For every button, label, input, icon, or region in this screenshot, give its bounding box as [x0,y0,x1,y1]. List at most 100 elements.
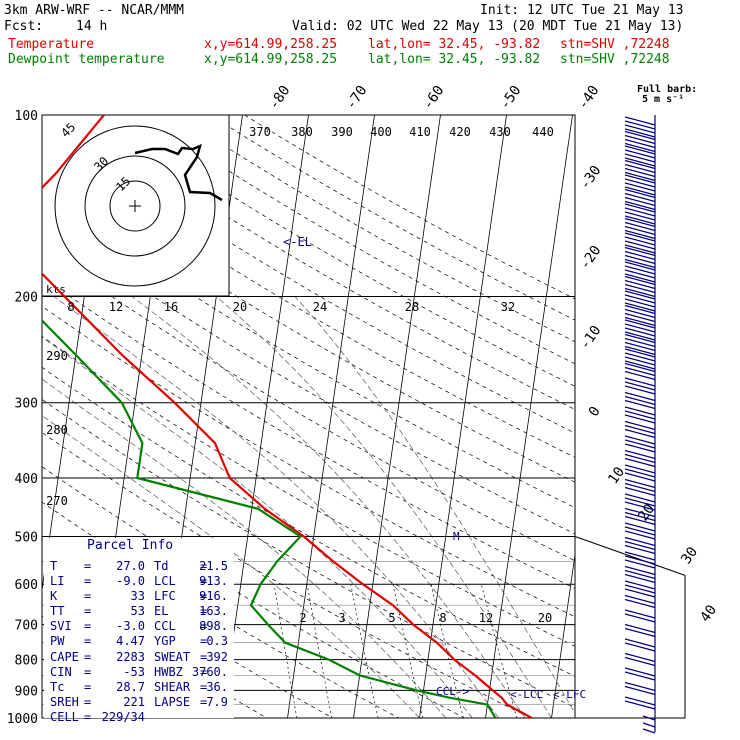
theta-label: 280 [46,423,68,437]
wind-barb [624,464,656,482]
wind-barb-feather [624,435,656,445]
isotherm-label: 0 [586,404,604,420]
mixing-ratio-label: 8 [439,611,446,625]
wind-barb-feather [624,211,656,221]
parcel-k1: LI [50,574,65,589]
wind-barb-feather [624,424,656,435]
parcel-v2: 163. [199,604,228,619]
wind-barb-feather [624,304,656,315]
wind-barb-feather [624,468,656,478]
parcel-v1: 221 [123,694,145,709]
forecast-hour: 14 h [76,19,108,34]
mixing-ratio-label: 20 [538,611,552,625]
parcel-k2: YGP [154,634,176,649]
wind-barb-feather [624,246,656,257]
wind-barb-feather [624,138,656,149]
parcel-row: LI -9.0 LCL 913. = = [50,574,234,589]
wind-barb [624,406,656,424]
wind-barb-feather [624,497,656,507]
barb-legend-value: 5 m s⁻¹ [642,94,685,105]
wind-barb [624,493,656,511]
wind-barb [624,362,656,381]
wind-barb-feather [624,232,656,242]
wind-barb-feather [624,207,656,217]
theta-label: 420 [449,125,471,139]
parcel-info-panel: Parcel Info T 27.0 Td 21.5 = = LI -9.0 LCL 913. = =… [44,538,234,724]
parcel-equals: = [84,694,92,709]
parcel-equals: = [200,604,208,619]
wind-barb-feather [624,348,656,358]
wind-barb-feather [624,627,656,638]
isotherm-label: 20 [635,501,658,524]
wind-barb-feather [624,569,656,580]
wind-barb-feather [624,515,656,526]
plot-frame-extension [574,536,686,719]
wind-barb-feather [624,420,656,431]
wind-barb-feather [624,536,656,547]
moist-adiabat-line [294,296,575,714]
wind-barb [624,681,656,696]
parcel-row: SVI -3.0 CCL 898. = = [50,619,234,634]
wind-barb-feather [624,449,656,460]
isotherm-label: -10 [577,323,605,353]
parcel-v1: 33 [130,589,145,604]
dry-adiabat-line [42,220,575,535]
parcel-k2: SWEAT [154,649,191,664]
pressure-label-600: 600 [15,578,38,593]
isotherm-label: -20 [577,243,605,273]
wind-barb [624,333,656,356]
wind-barb-feather [624,149,656,159]
parcel-equals: = [200,664,208,679]
m-marker: M [453,530,460,543]
wind-barb-feather [624,236,656,246]
wind-barb-feather [624,298,656,308]
theta-label: 390 [331,125,353,139]
isotherm-line [353,115,441,718]
wind-barb-feather [624,134,656,145]
hodograph-ring [84,155,186,257]
hodograph-x-tick: 28 [405,300,419,314]
wind-barb-feather [624,157,656,167]
wind-barb-feather [624,290,656,300]
parcel-v2: 898. [199,619,228,634]
wind-barb [624,174,656,196]
wind-barb-feather [624,188,656,199]
wind-barb-feather [624,391,656,402]
wind-barb-feather [624,377,656,387]
isotherm-line [419,115,507,718]
wind-barb-feather [624,522,656,532]
pressure-label-400: 400 [15,472,38,487]
dewpoint-xy: x,y=614.99,258.25 [204,52,338,67]
wind-barb-feather [624,656,656,667]
wind-barb-feather [624,337,656,348]
parcel-equals: = [84,649,92,664]
wind-barb-feather [624,308,656,319]
init-time: Init: 12 UTC Tue 21 May 13 [480,3,684,18]
parcel-row: SREH 221 LAPSE 7.9 = = [50,695,234,710]
wind-barb [624,652,656,667]
wind-barb-feather [624,511,656,522]
dry-adiabat-line [42,276,575,589]
wind-barb-feather [624,167,656,178]
dewpoint-profile [42,319,497,718]
wind-barb [624,304,656,327]
wind-barb [624,261,656,283]
temperature-station: stn=SHV ,72248 [560,37,670,52]
wind-barb [624,609,656,623]
isotherm-label: -30 [577,163,605,193]
pressure-label-700: 700 [15,619,38,634]
parcel-row: CIN -53 HWBZ 3760. = = [50,665,234,680]
dry-adiabat-line [141,115,575,365]
wind-barb [624,667,656,681]
isotherm-label: -60 [420,83,448,113]
wind-barb-feather [624,385,656,395]
wind-barb-feather [624,609,656,619]
parcel-v2: 21.5 [199,559,228,573]
dry-adiabat-line [42,248,575,562]
lfc-marker: <-LFC [553,688,586,701]
theta-label: 290 [46,349,68,363]
forecast-label: Fcst: [4,19,44,34]
hodograph-ring [109,180,161,232]
isotherm-label: -80 [266,83,294,113]
